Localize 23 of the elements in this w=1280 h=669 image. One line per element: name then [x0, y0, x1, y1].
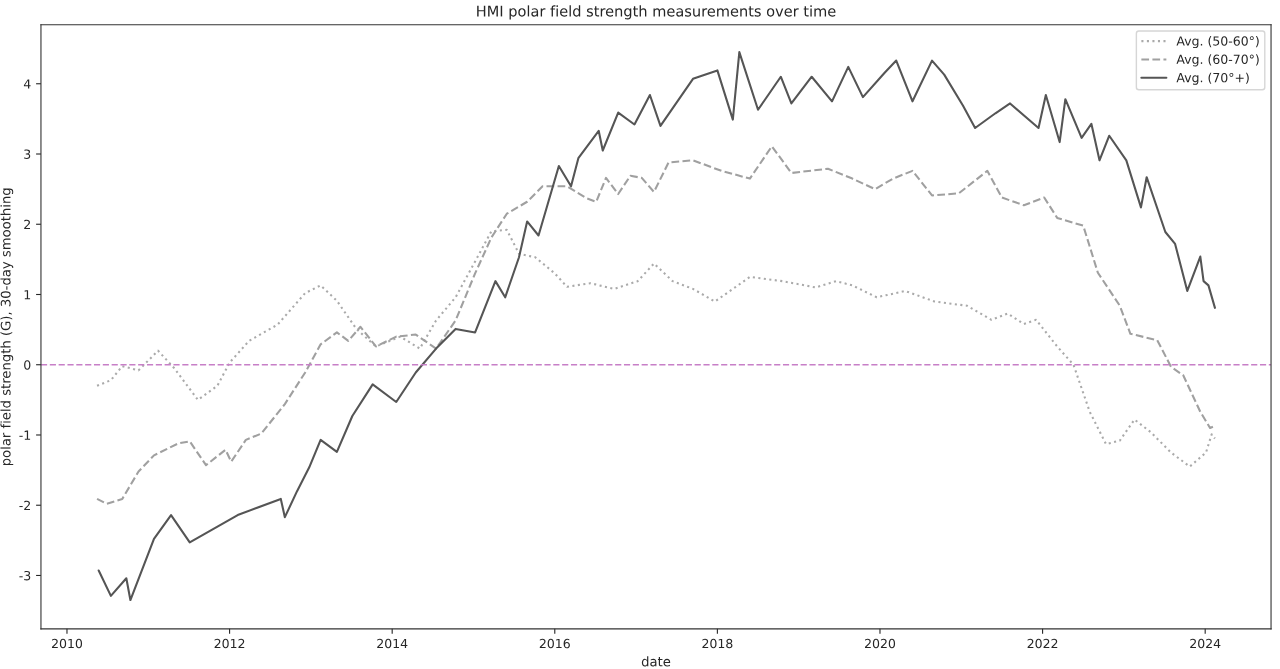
legend-label: Avg. (70°+) [1176, 72, 1249, 85]
x-tick-label: 2024 [1190, 638, 1221, 649]
x-tick-label: 2020 [864, 638, 896, 649]
legend-label: Avg. (60-70°) [1176, 54, 1259, 67]
x-tick-label: 2010 [51, 638, 83, 649]
x-tick-label: 2014 [377, 638, 408, 649]
y-tick-label: 3 [24, 149, 31, 159]
x-tick-label: 2012 [214, 638, 245, 649]
y-tick-label: -1 [19, 430, 31, 440]
line-series [96, 145, 1216, 505]
y-tick-label: -2 [19, 500, 30, 510]
x-tick-label: 2018 [702, 638, 733, 649]
x-tick-label: 2022 [1027, 638, 1058, 649]
y-axis-title: polar field strength (G), 30-day smoothing [0, 188, 14, 466]
chart-title: HMI polar field strength measurements over time [477, 5, 836, 20]
y-tick-label: 1 [24, 290, 31, 300]
y-tick-label: 2 [24, 219, 30, 229]
y-tick-label: 0 [24, 360, 31, 370]
y-tick-label: -3 [19, 570, 31, 581]
x-axis-title: date [641, 656, 671, 667]
legend-label: Avg. (50-60°) [1176, 36, 1259, 49]
y-tick-label: 4 [23, 79, 31, 89]
x-tick-label: 2016 [539, 638, 570, 649]
